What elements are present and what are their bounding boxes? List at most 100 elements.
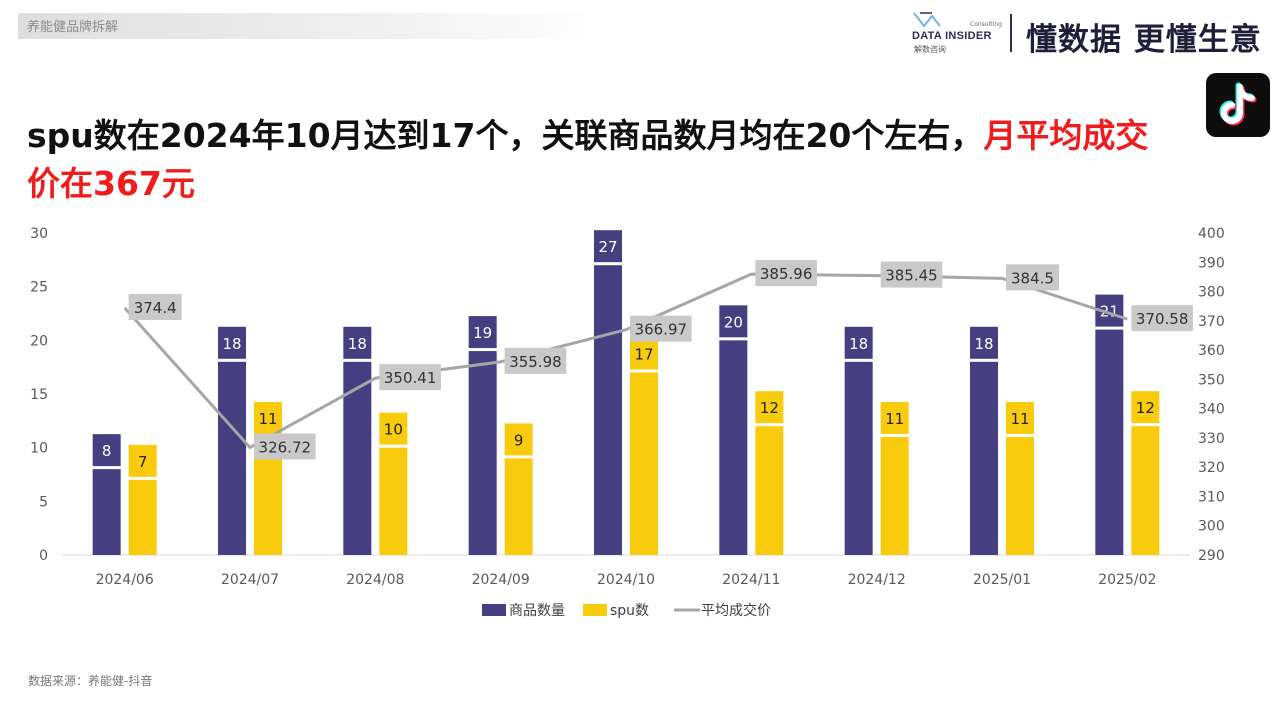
brand-consulting: Consulting	[970, 21, 1002, 28]
brand-name: DATA INSIDER	[912, 30, 992, 42]
x-tick-label: 2025/01	[973, 572, 1031, 588]
bar-spu-count	[128, 479, 157, 555]
slogan: 懂数据 更懂生意	[1026, 22, 1262, 58]
data-label: 18	[974, 335, 993, 353]
bar-spu-count	[1131, 426, 1160, 555]
data-label-bg	[594, 230, 622, 263]
data-label: 27	[598, 238, 617, 256]
data-label: 12	[1136, 399, 1155, 417]
data-label: 20	[724, 313, 743, 331]
bar-spu-count	[379, 447, 408, 555]
line-label-bg	[504, 347, 567, 374]
data-label-bg	[343, 326, 372, 359]
bar-product-count	[218, 361, 246, 555]
line-label-bg	[379, 364, 441, 391]
data-label-bg	[630, 337, 658, 370]
y2-tick-label: 300	[1198, 519, 1225, 535]
data-label-bg	[92, 434, 121, 467]
brand-subtitle: 解数咨询	[914, 45, 946, 54]
bar-spu-count	[504, 458, 533, 555]
y-tick-label: 20	[30, 333, 48, 349]
data-label: 11	[885, 410, 904, 428]
y-tick-label: 25	[30, 280, 48, 296]
data-label: 18	[348, 335, 367, 353]
bar-spu-count	[755, 426, 784, 555]
data-label: 18	[222, 335, 241, 353]
data-label: 18	[849, 335, 868, 353]
y2-tick-label: 380	[1198, 285, 1225, 301]
line-data-label: 350.41	[384, 369, 437, 387]
data-label: 19	[473, 324, 492, 342]
legend-label: spu数	[610, 603, 649, 619]
x-tick-label: 2024/09	[472, 572, 530, 588]
line-label-bg	[755, 260, 817, 287]
bar-spu-count	[880, 436, 909, 555]
x-tick-label: 2025/02	[1098, 572, 1156, 588]
bar-product-count	[970, 361, 998, 555]
header-divider	[1010, 14, 1012, 52]
data-label-bg	[844, 326, 873, 359]
line-label-bg	[1006, 264, 1059, 291]
data-label-bg	[970, 326, 998, 359]
line-data-label: 355.98	[509, 353, 562, 371]
data-label: 11	[1010, 410, 1029, 428]
y2-tick-label: 310	[1198, 489, 1225, 505]
header-band	[18, 13, 608, 39]
line-data-label: 384.5	[1011, 269, 1054, 287]
headline-highlight: 月平均成交价在367元	[27, 116, 1149, 203]
line-data-label: 366.97	[635, 321, 688, 339]
bar-spu-count	[630, 372, 658, 555]
x-tick-label: 2024/10	[597, 572, 655, 588]
bar-product-count	[343, 361, 372, 555]
x-tick-label: 2024/11	[722, 572, 780, 588]
x-tick-label: 2024/06	[96, 572, 154, 588]
breadcrumb: 养能健品牌拆解	[27, 20, 119, 35]
data-label-bg	[880, 401, 909, 434]
data-label: 8	[102, 442, 112, 460]
bar-product-count	[1095, 329, 1124, 555]
tiktok-icon	[1206, 73, 1270, 137]
y-tick-label: 15	[30, 387, 48, 403]
data-label-bg	[254, 401, 282, 434]
bar-product-count	[844, 361, 873, 555]
data-label: 10	[384, 421, 403, 439]
y-tick-label: 30	[30, 226, 48, 242]
y2-tick-label: 360	[1198, 343, 1225, 359]
data-label-bg	[379, 412, 408, 445]
data-label-bg	[755, 391, 784, 424]
bar-product-count	[468, 351, 497, 555]
line-data-label: 370.58	[1136, 310, 1189, 328]
y2-tick-label: 400	[1198, 226, 1225, 242]
y2-tick-label: 390	[1198, 255, 1225, 271]
y2-tick-label: 340	[1198, 402, 1225, 418]
data-label: 7	[138, 453, 148, 471]
data-label: 9	[514, 431, 524, 449]
y2-tick-label: 330	[1198, 431, 1225, 447]
legend-swatch	[583, 604, 607, 616]
line-data-label: 385.45	[885, 267, 938, 285]
line-label-bg	[1131, 305, 1193, 332]
y2-tick-label: 290	[1198, 548, 1225, 564]
bar-product-count	[92, 469, 121, 555]
y2-tick-label: 370	[1198, 314, 1225, 330]
x-tick-label: 2024/08	[346, 572, 404, 588]
line-label-bg	[128, 293, 182, 320]
bar-line-chart: 0 5 10 15 20 25 30 290 300 310 320 330 340 350 360 370 3…	[30, 226, 1225, 619]
bar-product-count	[719, 340, 748, 555]
line-label-bg	[880, 261, 943, 288]
data-label-bg	[719, 305, 748, 338]
y-tick-label: 5	[39, 494, 48, 510]
data-label-bg	[1006, 401, 1034, 434]
line-label-bg	[630, 315, 692, 342]
bar-product-count	[594, 265, 622, 555]
y2-tick-label: 320	[1198, 460, 1225, 476]
data-source: 数据来源：养能健-抖音	[28, 674, 153, 688]
line-data-label: 385.96	[760, 265, 813, 283]
page-title: spu数在2024年10月达到17个，关联商品数月均在20个左右，月平均成交价在…	[27, 112, 1177, 208]
x-tick-label: 2024/07	[221, 572, 279, 588]
y-tick-label: 0	[39, 548, 48, 564]
line-data-label: 326.72	[259, 439, 312, 457]
data-label-bg	[504, 423, 533, 456]
data-label: 11	[258, 410, 277, 428]
legend-label: 商品数量	[509, 603, 565, 619]
